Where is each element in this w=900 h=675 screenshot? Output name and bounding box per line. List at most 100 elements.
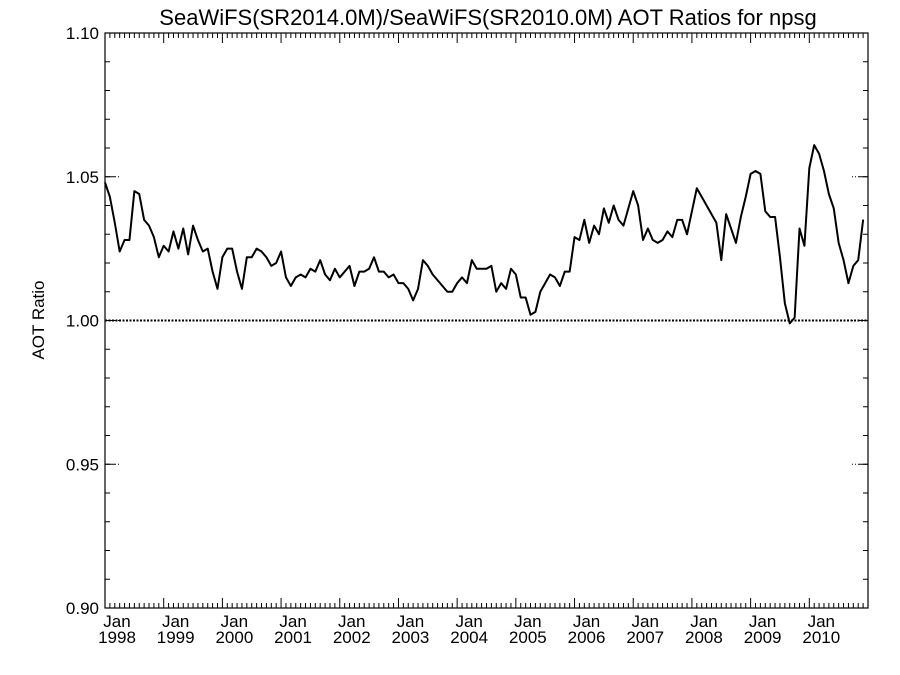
x-tick-label-month: Jan: [338, 612, 365, 631]
data-point: [192, 225, 194, 227]
data-point: [422, 259, 424, 261]
data-point: [578, 239, 581, 241]
data-point: [309, 268, 312, 270]
data-point: [652, 239, 654, 241]
data-point: [363, 271, 365, 273]
data-point: [212, 271, 214, 273]
x-tick-label-year: 2009: [744, 628, 782, 647]
data-point: [187, 253, 189, 255]
data-point: [803, 245, 806, 247]
data-point: [319, 259, 321, 261]
data-point: [466, 282, 468, 284]
data-point: [554, 276, 556, 278]
y-tick-label: 0.90: [66, 599, 99, 618]
data-point: [808, 167, 810, 169]
data-point: [490, 265, 492, 267]
data-point: [549, 273, 551, 276]
data-point: [813, 144, 815, 146]
x-tick-label-year: 2006: [568, 628, 606, 647]
x-tick-label-month: Jan: [690, 612, 717, 631]
data-point: [828, 193, 830, 195]
data-point: [471, 259, 473, 261]
data-point: [358, 271, 360, 273]
data-point: [348, 265, 351, 267]
data-point: [774, 216, 776, 218]
data-point: [441, 285, 444, 287]
x-tick-label-year: 2003: [392, 628, 430, 647]
data-point: [720, 259, 722, 261]
data-point: [529, 314, 532, 316]
data-point: [833, 207, 835, 209]
data-point: [241, 288, 243, 290]
data-point: [226, 248, 228, 250]
data-point: [696, 187, 698, 189]
data-point: [725, 213, 727, 215]
data-point: [647, 227, 649, 230]
data-point: [593, 225, 595, 227]
data-point: [275, 262, 277, 264]
data-point: [417, 288, 419, 290]
data-point: [334, 268, 336, 270]
x-tick-label-month: Jan: [221, 612, 248, 631]
x-tick-label-month: Jan: [455, 612, 482, 631]
data-point: [794, 317, 796, 319]
data-point: [569, 271, 571, 273]
x-tick-label-year: 2010: [802, 628, 840, 647]
data-point: [153, 236, 155, 238]
data-point: [740, 216, 742, 218]
x-tick-label-month: Jan: [279, 612, 306, 631]
series-line: [104, 144, 865, 325]
y-tick-label: 1.10: [66, 24, 99, 43]
data-point: [515, 273, 517, 276]
y-tick-label: 1.05: [66, 168, 99, 187]
data-point: [133, 190, 135, 192]
data-point: [202, 250, 204, 253]
x-tick-label-year: 2004: [450, 628, 488, 647]
data-point: [300, 273, 302, 276]
data-point: [779, 256, 781, 258]
data-point: [216, 288, 219, 290]
x-tick-label-month: Jan: [749, 612, 776, 631]
data-point: [632, 190, 634, 192]
data-point: [847, 282, 850, 284]
data-point: [436, 279, 439, 281]
data-point: [534, 311, 537, 313]
x-tick-label-year: 1998: [98, 628, 136, 647]
data-point: [109, 196, 111, 198]
data-point: [373, 256, 375, 258]
data-point: [505, 288, 507, 290]
data-point: [510, 268, 512, 270]
data-point: [715, 222, 717, 224]
x-tick-label-month: Jan: [632, 612, 659, 631]
data-point: [676, 219, 678, 221]
data-point: [784, 302, 786, 304]
data-point: [559, 285, 561, 287]
data-point: [456, 282, 458, 284]
x-tick-label-month: Jan: [162, 612, 189, 631]
data-point: [657, 242, 659, 244]
data-point: [613, 204, 615, 207]
data-point: [295, 276, 297, 278]
data-point: [544, 282, 546, 284]
x-ticks: Jan1998Jan1999Jan2000Jan2001Jan2002Jan20…: [98, 33, 869, 647]
data-point: [290, 285, 292, 287]
data-point: [221, 256, 223, 258]
data-point: [138, 193, 140, 195]
data-point: [564, 271, 566, 273]
data-point: [852, 265, 854, 267]
x-tick-label-month: Jan: [103, 612, 130, 631]
x-tick-label-year: 2008: [685, 628, 723, 647]
data-point: [402, 282, 404, 284]
data-point: [686, 233, 688, 235]
data-point: [236, 271, 238, 273]
data-point: [378, 271, 380, 273]
data-point: [148, 225, 150, 227]
data-point: [329, 279, 331, 281]
data-point: [520, 296, 522, 299]
data-point: [857, 259, 859, 261]
x-tick-label-year: 2001: [274, 628, 312, 647]
data-point: [573, 236, 576, 238]
data-point: [627, 207, 629, 209]
data-point: [661, 239, 664, 241]
data-point: [407, 288, 409, 290]
